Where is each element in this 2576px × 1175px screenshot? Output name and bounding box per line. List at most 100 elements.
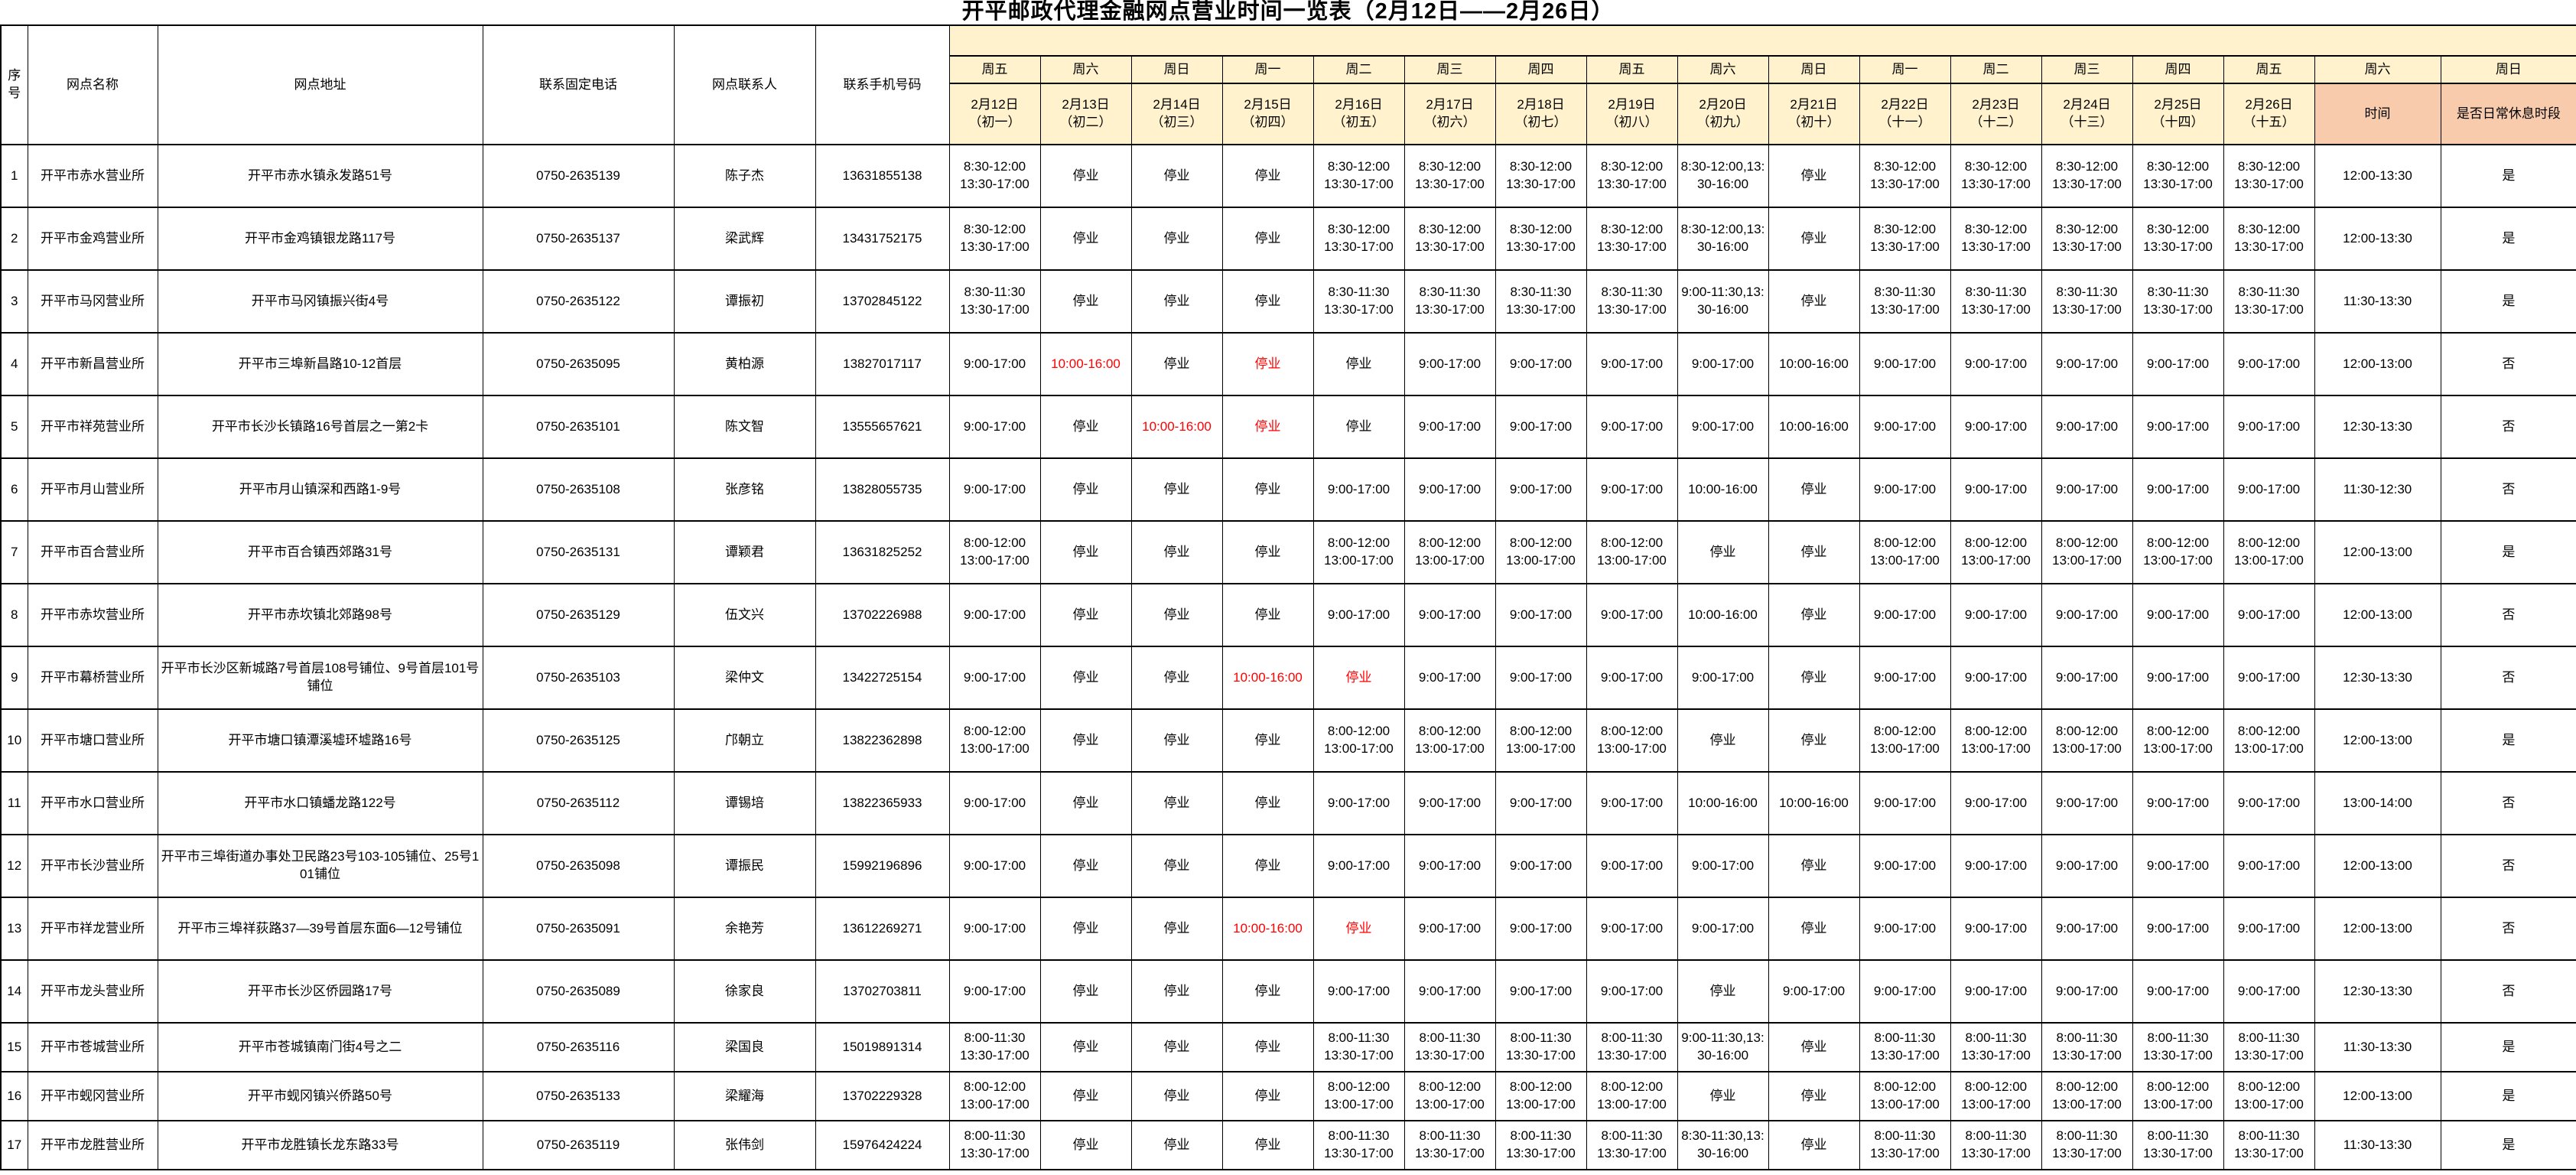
cell-landline: 0750-2635116 [482, 1022, 675, 1072]
cell-is-daily-rest: 否 [2440, 583, 2576, 647]
cell-schedule-day-11: 9:00-17:00 [1950, 959, 2042, 1024]
cell-schedule-day-3: 10:00-16:00 [1221, 897, 1314, 961]
cell-row-number: 1 [0, 144, 28, 208]
cell-schedule-day-4: 8:00-12:00 13:00-17:00 [1312, 520, 1405, 584]
cell-branch-name: 开平市新昌营业所 [27, 332, 158, 396]
cell-contact-person: 徐家良 [673, 959, 816, 1024]
cell-row-number: 7 [0, 520, 28, 584]
cell-schedule-day-12: 9:00-17:00 [2041, 395, 2133, 459]
cell-schedule-day-2: 停业 [1130, 897, 1223, 961]
cell-branch-name: 开平市幕桥营业所 [27, 646, 158, 710]
cell-schedule-day-4: 8:30-11:30 13:30-17:00 [1312, 269, 1405, 334]
cell-schedule-day-3: 停业 [1221, 520, 1314, 584]
cell-branch-address: 开平市水口镇蟠龙路122号 [157, 771, 483, 835]
cell-schedule-day-5: 9:00-17:00 [1403, 395, 1496, 459]
cell-schedule-day-12: 8:30-11:30 13:30-17:00 [2041, 269, 2133, 334]
weekday-header-12: 周三 [2041, 55, 2133, 84]
cell-schedule-day-11: 8:30-11:30 13:30-17:00 [1950, 269, 2042, 334]
cell-rest-time: 12:00-13:30 [2314, 144, 2441, 208]
cell-schedule-day-1: 停业 [1039, 897, 1132, 961]
cell-mobile: 13822365933 [815, 771, 950, 835]
header-row-weekday: 周五 周六 周日 周一 周二 周三 周四 周五 周六 周日 周一 周二 周三 周四 周五 周六 周日 [1, 55, 2576, 84]
cell-schedule-day-10: 8:00-12:00 13:00-17:00 [1859, 520, 1951, 584]
cell-contact-person: 张伟剑 [673, 1120, 816, 1170]
cell-schedule-day-11: 9:00-17:00 [1950, 897, 2042, 961]
cell-mobile: 13827017117 [815, 332, 950, 396]
cell-schedule-day-5: 8:30-12:00 13:30-17:00 [1403, 207, 1496, 271]
table-row: 8 开平市赤坎营业所 开平市赤坎镇北郊路98号 0750-2635129 伍文兴 1370… [0, 583, 2576, 647]
cell-schedule-day-5: 9:00-17:00 [1403, 646, 1496, 710]
info-header-3: 联系固定电话 [482, 24, 675, 145]
cell-schedule-day-9: 停业 [1768, 1022, 1860, 1072]
cell-landline: 0750-2635095 [482, 332, 675, 396]
cell-schedule-day-2: 停业 [1130, 269, 1223, 334]
cell-schedule-day-0: 9:00-17:00 [948, 959, 1041, 1024]
cell-contact-person: 谭振初 [673, 269, 816, 334]
cell-schedule-day-2: 停业 [1130, 332, 1223, 396]
cell-schedule-day-2: 停业 [1130, 520, 1223, 584]
cell-branch-address: 开平市龙胜镇长龙东路33号 [157, 1120, 483, 1170]
cell-schedule-day-1: 停业 [1039, 1022, 1132, 1072]
cell-schedule-day-2: 停业 [1130, 457, 1223, 522]
cell-rest-time: 11:30-13:30 [2314, 269, 2441, 334]
cell-schedule-day-6: 9:00-17:00 [1495, 771, 1587, 835]
cell-schedule-day-10: 9:00-17:00 [1859, 646, 1951, 710]
cell-schedule-day-3: 停业 [1221, 708, 1314, 773]
cell-branch-address: 开平市马冈镇振兴街4号 [157, 269, 483, 334]
cell-schedule-day-7: 8:30-11:30 13:30-17:00 [1586, 269, 1678, 334]
cell-schedule-day-3: 停业 [1221, 332, 1314, 396]
cell-row-number: 5 [0, 395, 28, 459]
cell-branch-address: 开平市赤坎镇北郊路98号 [157, 583, 483, 647]
cell-mobile: 13702703811 [815, 959, 950, 1024]
cell-schedule-day-5: 8:30-12:00 13:30-17:00 [1403, 144, 1496, 208]
weekday-header-14: 周五 [2223, 55, 2315, 84]
cell-schedule-day-13: 8:30-12:00 13:30-17:00 [2132, 207, 2224, 271]
header-row-date: 2月12日 （初一） 2月13日 （初二） 2月14日 （初三） 2月15日 （初四）… [1, 83, 2576, 145]
cell-schedule-day-0: 9:00-17:00 [948, 771, 1041, 835]
cell-contact-person: 梁耀海 [673, 1071, 816, 1121]
table-row: 17 开平市龙胜营业所 开平市龙胜镇长龙东路33号 0750-2635119 张伟剑 15… [0, 1120, 2576, 1170]
cell-schedule-day-0: 9:00-17:00 [948, 332, 1041, 396]
cell-schedule-day-14: 9:00-17:00 [2223, 834, 2315, 898]
cell-schedule-day-5: 9:00-17:00 [1403, 332, 1496, 396]
cell-schedule-day-2: 停业 [1130, 834, 1223, 898]
cell-schedule-day-1: 停业 [1039, 708, 1132, 773]
cell-schedule-day-10: 9:00-17:00 [1859, 771, 1951, 835]
cell-schedule-day-10: 9:00-17:00 [1859, 583, 1951, 647]
cell-schedule-day-13: 9:00-17:00 [2132, 583, 2224, 647]
cell-schedule-day-10: 9:00-17:00 [1859, 897, 1951, 961]
cell-schedule-day-5: 9:00-17:00 [1403, 897, 1496, 961]
cell-mobile: 13828055735 [815, 457, 950, 522]
cell-is-daily-rest: 是 [2440, 269, 2576, 334]
cell-schedule-day-8: 10:00-16:00 [1677, 583, 1769, 647]
cell-schedule-day-10: 8:00-12:00 13:00-17:00 [1859, 1071, 1951, 1121]
cell-schedule-day-9: 停业 [1768, 646, 1860, 710]
cell-schedule-day-8: 9:00-17:00 [1677, 332, 1769, 396]
cell-schedule-day-4: 9:00-17:00 [1312, 457, 1405, 522]
cell-schedule-day-7: 8:00-11:30 13:30-17:00 [1586, 1120, 1678, 1170]
cell-schedule-day-9: 停业 [1768, 1071, 1860, 1121]
cell-schedule-day-4: 9:00-17:00 [1312, 771, 1405, 835]
cell-mobile: 13702229328 [815, 1071, 950, 1121]
cell-schedule-day-8: 停业 [1677, 959, 1769, 1024]
cell-schedule-day-6: 9:00-17:00 [1495, 834, 1587, 898]
cell-schedule-day-1: 停业 [1039, 834, 1132, 898]
cell-schedule-day-12: 8:30-12:00 13:30-17:00 [2041, 207, 2133, 271]
cell-row-number: 11 [0, 771, 28, 835]
cell-landline: 0750-2635091 [482, 897, 675, 961]
cell-schedule-day-8: 9:00-11:30,13:30-16:00 [1677, 269, 1769, 334]
cell-schedule-day-3: 停业 [1221, 457, 1314, 522]
table-row: 1 开平市赤水营业所 开平市赤水镇永发路51号 0750-2635139 陈子杰 1363… [0, 144, 2576, 208]
cell-schedule-day-0: 8:30-12:00 13:30-17:00 [948, 144, 1041, 208]
cell-landline: 0750-2635125 [482, 708, 675, 773]
cell-mobile: 13822362898 [815, 708, 950, 773]
cell-schedule-day-4: 9:00-17:00 [1312, 583, 1405, 647]
cell-schedule-day-6: 9:00-17:00 [1495, 583, 1587, 647]
cell-branch-address: 开平市三埠祥荻路37—39号首层东面6—12号铺位 [157, 897, 483, 961]
cell-contact-person: 梁国良 [673, 1022, 816, 1072]
cell-schedule-day-0: 8:00-12:00 13:00-17:00 [948, 1071, 1041, 1121]
cell-contact-person: 谭颖君 [673, 520, 816, 584]
cell-is-daily-rest: 否 [2440, 897, 2576, 961]
cell-schedule-day-4: 8:30-12:00 13:30-17:00 [1312, 144, 1405, 208]
weekday-header-10: 周一 [1859, 55, 1951, 84]
